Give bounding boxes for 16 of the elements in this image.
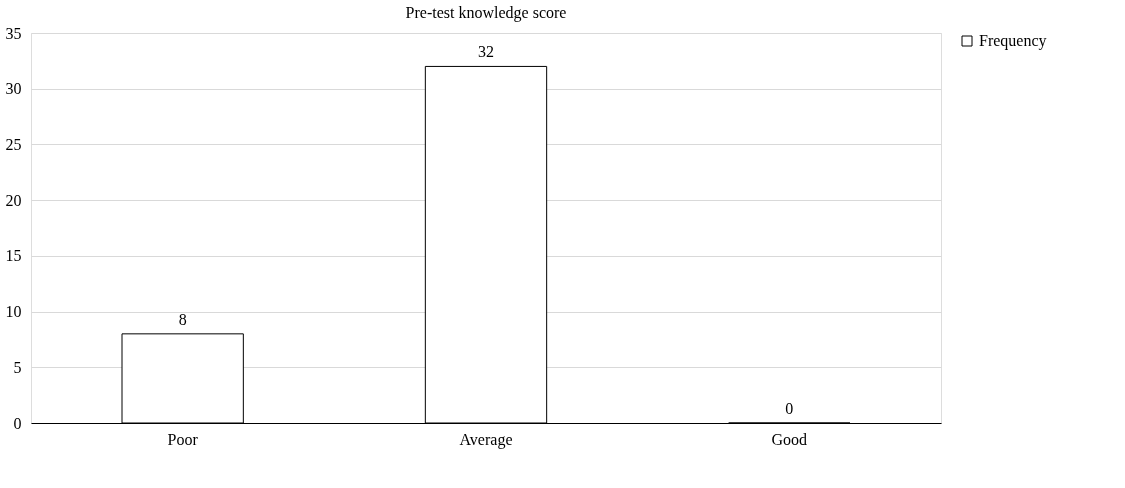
y-tick-label: 0	[13, 414, 22, 432]
data-label: 0	[785, 400, 794, 417]
y-tick-label: 20	[5, 191, 22, 209]
y-tick-label: 15	[5, 247, 22, 265]
y-tick-label: 10	[5, 303, 22, 321]
data-label: 8	[178, 310, 187, 328]
y-tick-label: 5	[13, 358, 22, 376]
y-tick-label: 35	[5, 24, 22, 42]
chart-title: Pre-test knowledge score	[405, 4, 567, 22]
data-label: 32	[478, 43, 494, 61]
x-tick-label: Poor	[167, 430, 199, 448]
x-tick-label: Good	[771, 430, 808, 448]
x-tick-label: Average	[459, 430, 513, 449]
legend-label: Frequency	[979, 32, 1047, 50]
y-tick-label: 25	[5, 135, 22, 153]
y-tick-label: 30	[5, 80, 22, 98]
